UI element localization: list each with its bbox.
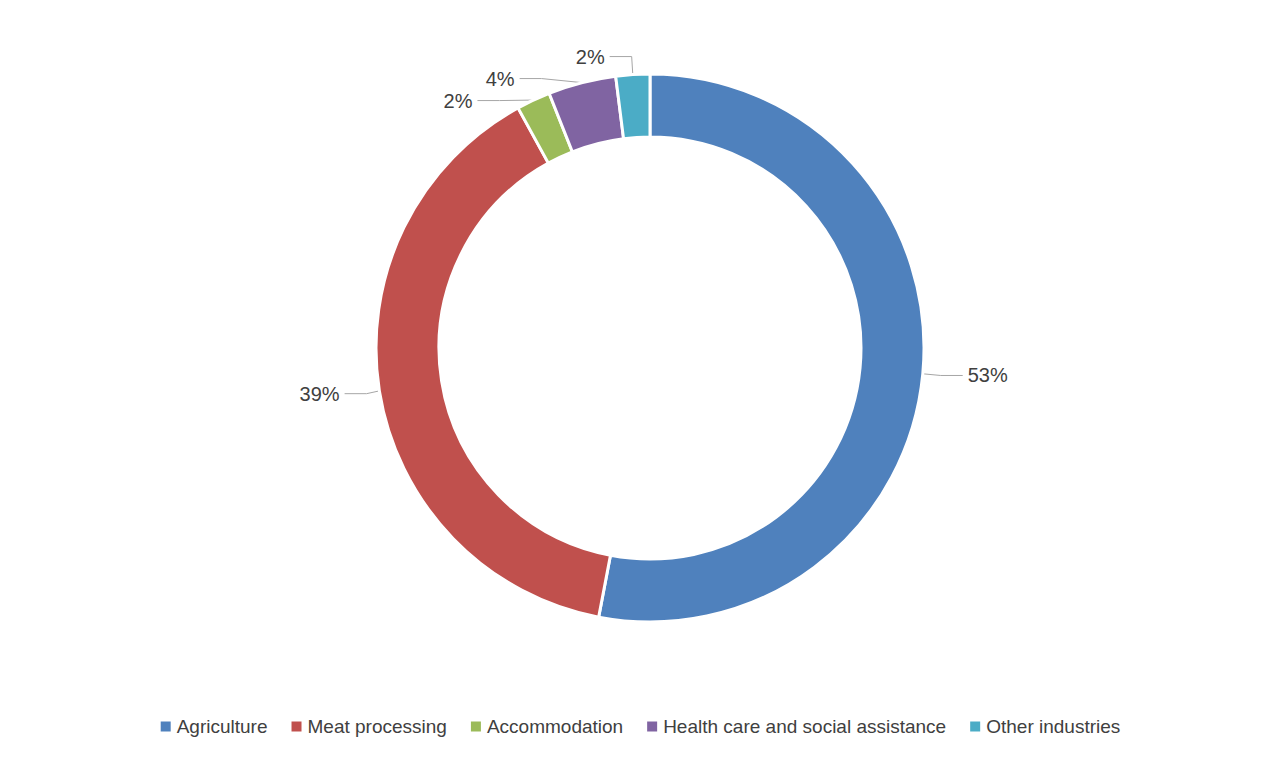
svg-text:Accommodation: Accommodation — [487, 716, 623, 737]
svg-text:53%: 53% — [968, 364, 1008, 386]
svg-text:4%: 4% — [486, 68, 515, 90]
svg-text:Agriculture: Agriculture — [177, 716, 268, 737]
svg-text:Meat processing: Meat processing — [308, 716, 447, 737]
svg-text:2%: 2% — [444, 90, 473, 112]
svg-text:39%: 39% — [300, 383, 340, 405]
svg-text:Health care and social assista: Health care and social assistance — [663, 716, 946, 737]
svg-text:2%: 2% — [576, 46, 605, 68]
svg-text:Other industries: Other industries — [986, 716, 1120, 737]
